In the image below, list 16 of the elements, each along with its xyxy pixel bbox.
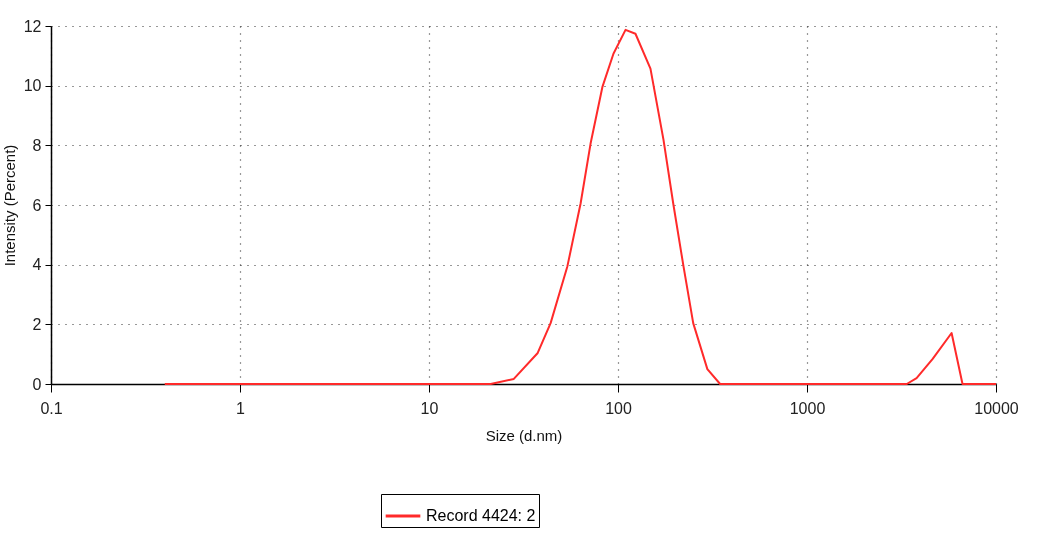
- y-axis-title: Intensity (Percent): [0, 144, 18, 267]
- y-tick-label: 12: [23, 17, 42, 35]
- x-tick-label: 1000: [789, 399, 826, 417]
- legend-label: Record 4424: 2: [426, 507, 536, 524]
- y-tick-label: 6: [32, 196, 42, 214]
- x-tick-label: 1: [236, 399, 246, 417]
- y-tick-label: 2: [32, 315, 42, 333]
- y-tick-label: 0: [32, 375, 42, 393]
- x-tick-label: 0.1: [40, 399, 63, 417]
- y-tick-label: 8: [32, 136, 42, 154]
- x-tick-label: 100: [605, 399, 632, 417]
- y-tick-label: 10: [23, 77, 42, 95]
- x-axis-title: Size (d.nm): [485, 426, 563, 444]
- x-tick-label: 10000: [974, 399, 1019, 417]
- y-tick-label: 4: [32, 256, 42, 274]
- x-tick-label: 10: [420, 399, 439, 417]
